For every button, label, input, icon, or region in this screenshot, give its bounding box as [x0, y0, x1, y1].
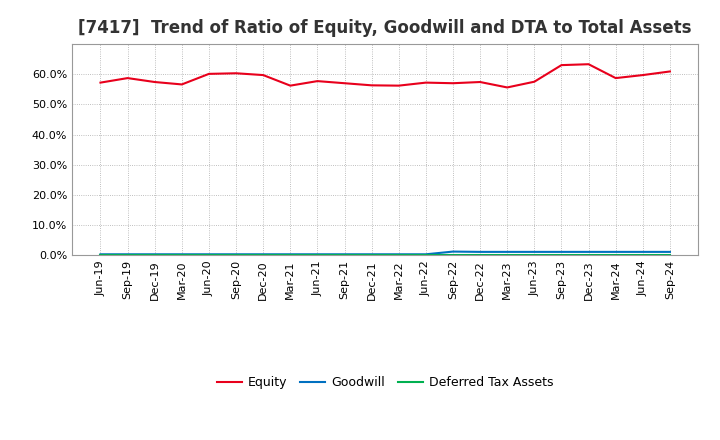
Equity — [665, 69, 674, 74]
Equity — [449, 81, 457, 86]
Deferred Tax Assets — [503, 253, 511, 258]
Equity — [476, 79, 485, 84]
Line: Equity: Equity — [101, 64, 670, 88]
Deferred Tax Assets — [96, 253, 105, 258]
Equity — [367, 83, 376, 88]
Goodwill — [259, 252, 268, 257]
Equity — [259, 73, 268, 78]
Deferred Tax Assets — [639, 253, 647, 258]
Goodwill — [286, 252, 294, 257]
Equity — [530, 79, 539, 84]
Deferred Tax Assets — [665, 253, 674, 258]
Deferred Tax Assets — [421, 253, 430, 258]
Deferred Tax Assets — [123, 253, 132, 258]
Goodwill — [476, 249, 485, 254]
Deferred Tax Assets — [557, 253, 566, 258]
Goodwill — [313, 252, 322, 257]
Deferred Tax Assets — [530, 253, 539, 258]
Equity — [313, 78, 322, 84]
Equity — [232, 71, 240, 76]
Equity — [96, 80, 105, 85]
Goodwill — [395, 252, 403, 257]
Equity — [557, 62, 566, 68]
Equity — [204, 71, 213, 77]
Deferred Tax Assets — [178, 253, 186, 258]
Goodwill — [449, 249, 457, 254]
Equity — [178, 82, 186, 87]
Equity — [123, 75, 132, 81]
Title: [7417]  Trend of Ratio of Equity, Goodwill and DTA to Total Assets: [7417] Trend of Ratio of Equity, Goodwil… — [78, 19, 692, 37]
Deferred Tax Assets — [395, 253, 403, 258]
Equity — [421, 80, 430, 85]
Equity — [150, 79, 159, 84]
Deferred Tax Assets — [286, 253, 294, 258]
Equity — [639, 73, 647, 78]
Deferred Tax Assets — [232, 253, 240, 258]
Goodwill — [204, 252, 213, 257]
Deferred Tax Assets — [313, 253, 322, 258]
Goodwill — [557, 249, 566, 254]
Deferred Tax Assets — [584, 253, 593, 258]
Goodwill — [421, 252, 430, 257]
Goodwill — [665, 249, 674, 254]
Goodwill — [503, 249, 511, 254]
Goodwill — [611, 249, 620, 254]
Goodwill — [96, 252, 105, 257]
Equity — [503, 85, 511, 90]
Goodwill — [584, 249, 593, 254]
Deferred Tax Assets — [611, 253, 620, 258]
Equity — [611, 75, 620, 81]
Deferred Tax Assets — [204, 253, 213, 258]
Equity — [395, 83, 403, 88]
Goodwill — [178, 252, 186, 257]
Goodwill — [367, 252, 376, 257]
Equity — [341, 81, 349, 86]
Equity — [286, 83, 294, 88]
Goodwill — [341, 252, 349, 257]
Goodwill — [639, 249, 647, 254]
Goodwill — [530, 249, 539, 254]
Legend: Equity, Goodwill, Deferred Tax Assets: Equity, Goodwill, Deferred Tax Assets — [212, 371, 559, 394]
Deferred Tax Assets — [449, 253, 457, 258]
Deferred Tax Assets — [476, 253, 485, 258]
Deferred Tax Assets — [259, 253, 268, 258]
Equity — [584, 62, 593, 67]
Deferred Tax Assets — [367, 253, 376, 258]
Line: Goodwill: Goodwill — [101, 252, 670, 254]
Goodwill — [150, 252, 159, 257]
Goodwill — [232, 252, 240, 257]
Deferred Tax Assets — [341, 253, 349, 258]
Goodwill — [123, 252, 132, 257]
Deferred Tax Assets — [150, 253, 159, 258]
